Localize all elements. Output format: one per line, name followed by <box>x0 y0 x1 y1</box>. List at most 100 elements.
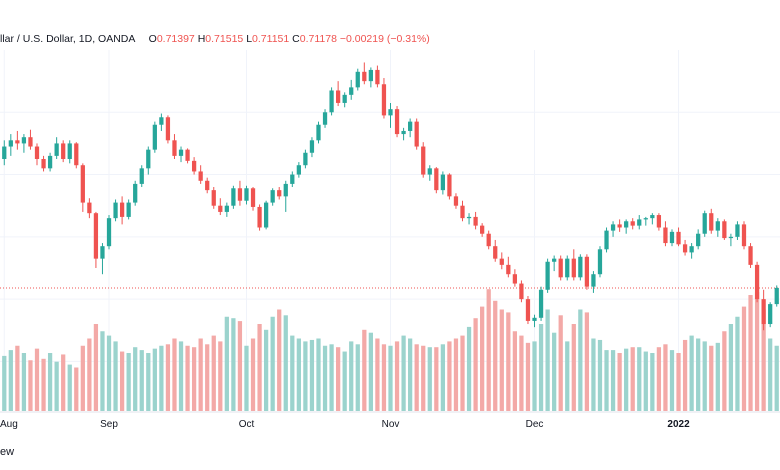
volume-bar <box>506 312 511 411</box>
volume-bar <box>538 324 544 411</box>
candle-body <box>761 299 766 325</box>
high-label: H <box>197 33 206 45</box>
candle-body <box>74 143 79 166</box>
candle-body <box>244 188 249 201</box>
candle-body <box>401 130 406 135</box>
volume-bar <box>669 350 675 411</box>
volume-bar <box>702 341 707 411</box>
candle-body <box>480 225 485 234</box>
volume-bar <box>473 318 478 411</box>
volume-bar <box>172 338 177 411</box>
volume-bar <box>663 344 668 411</box>
volume-bar <box>34 348 40 411</box>
candles <box>2 62 779 331</box>
volume-bar <box>624 348 629 411</box>
candle-body <box>8 140 13 147</box>
volume-bar <box>565 341 570 411</box>
volume-bar <box>178 341 184 411</box>
candle-body <box>408 121 413 131</box>
candle-body <box>506 264 511 275</box>
volume-bar <box>741 306 747 411</box>
volume-bar <box>283 315 288 411</box>
candle-body <box>532 317 537 321</box>
volume-bar <box>218 341 223 411</box>
volume-bar <box>211 335 216 411</box>
volume-bar <box>401 335 406 411</box>
candle-body <box>277 190 282 197</box>
x-tick-label: Oct <box>239 419 255 430</box>
volume-bar <box>427 347 432 411</box>
candle-body <box>322 112 328 125</box>
candle-body <box>172 140 177 156</box>
candle-body <box>54 143 59 156</box>
volume-bar <box>250 338 256 411</box>
candle-body <box>185 149 190 161</box>
volume-bar <box>591 338 596 411</box>
candle-body <box>28 137 33 147</box>
volume-bar <box>61 354 66 411</box>
candle-body <box>519 283 524 300</box>
volume-bar <box>643 351 648 411</box>
volume-bar <box>231 318 236 411</box>
volume-bar <box>237 321 243 411</box>
candle-body <box>754 264 760 300</box>
candle-body <box>676 231 681 245</box>
volume-bar <box>584 312 590 411</box>
volume-bar <box>74 367 79 411</box>
volume-bar <box>617 353 622 411</box>
candle-body <box>715 221 720 231</box>
volume-bar <box>656 347 662 411</box>
volume-bar <box>67 364 72 411</box>
volume-bar <box>316 338 321 411</box>
change-value: −0.00219 (−0.31%) <box>339 33 430 45</box>
candle-body <box>565 258 570 278</box>
volume-bar <box>630 347 635 411</box>
volume-bar <box>715 342 720 411</box>
volume-bar <box>512 331 518 411</box>
volume-bar <box>224 316 229 411</box>
candle-body <box>617 224 622 228</box>
volume-bar <box>774 345 779 411</box>
candle-body <box>512 274 518 284</box>
volume-bar <box>198 338 203 411</box>
x-tick-label: Dec <box>526 419 544 430</box>
candle-body <box>21 137 27 144</box>
volume-bar <box>408 338 413 411</box>
candle-body <box>126 202 131 217</box>
candle-body <box>630 221 635 226</box>
candle-body <box>362 71 367 82</box>
x-tick-label: Sep <box>100 419 118 430</box>
volume-bar <box>493 300 498 411</box>
candle-body <box>545 261 550 290</box>
candle-body <box>218 205 223 212</box>
candle-body <box>303 152 308 166</box>
candle-body <box>61 143 66 159</box>
candle-body <box>198 171 203 181</box>
close-label: C <box>292 33 300 45</box>
candle-body <box>342 94 347 103</box>
volume-bar <box>447 341 452 411</box>
candle-body <box>597 249 603 275</box>
candle-body <box>100 246 105 259</box>
volume-bar <box>466 326 472 411</box>
candle-body <box>309 140 315 153</box>
candle-body <box>696 233 701 247</box>
candle-body <box>689 246 694 253</box>
candle-body <box>604 230 609 250</box>
volume-bar <box>322 345 328 411</box>
candle-body <box>178 149 184 156</box>
volume-bar <box>106 335 112 411</box>
candle-body <box>113 202 118 219</box>
candle-body <box>152 124 157 150</box>
volume-bar <box>434 347 439 411</box>
volume-bar <box>525 342 531 411</box>
candle-body <box>460 205 465 219</box>
candle-body <box>624 221 629 228</box>
volume-bar <box>362 329 367 411</box>
candle-body <box>119 202 125 217</box>
candle-body <box>525 299 531 321</box>
candle-body <box>466 216 472 219</box>
candle-body <box>375 69 380 85</box>
